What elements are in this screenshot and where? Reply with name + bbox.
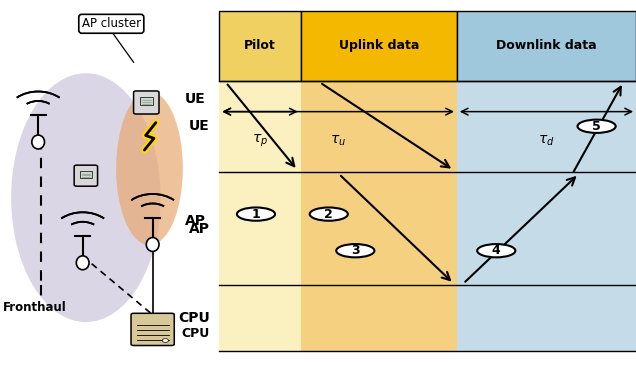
Text: 2: 2 (324, 208, 333, 221)
Circle shape (162, 339, 169, 342)
Ellipse shape (310, 208, 348, 221)
Bar (80, 171, 92, 178)
Ellipse shape (116, 92, 183, 245)
Bar (301, 11, 457, 81)
Text: $\tau_p$: $\tau_p$ (252, 133, 268, 149)
FancyBboxPatch shape (131, 313, 174, 346)
Text: Uplink data: Uplink data (338, 39, 419, 52)
Ellipse shape (336, 244, 375, 257)
Text: $\tau_u$: $\tau_u$ (330, 134, 346, 148)
Ellipse shape (146, 238, 159, 251)
Ellipse shape (32, 135, 45, 149)
Text: 3: 3 (351, 244, 359, 257)
Text: Pilot: Pilot (244, 39, 276, 52)
Text: CPU: CPU (178, 311, 210, 325)
Text: 1: 1 (252, 208, 260, 221)
Bar (301, 11, 457, 351)
Ellipse shape (237, 208, 275, 221)
Text: AP: AP (184, 214, 205, 228)
Text: $\tau_d$: $\tau_d$ (538, 134, 555, 148)
Bar (219, 11, 301, 81)
Text: AP cluster: AP cluster (82, 17, 141, 30)
Bar (457, 11, 636, 81)
Text: AP: AP (189, 222, 210, 236)
Ellipse shape (76, 256, 89, 270)
Text: CPU: CPU (181, 326, 209, 340)
Text: 5: 5 (592, 120, 601, 133)
Ellipse shape (477, 244, 515, 257)
Text: Fronthaul: Fronthaul (3, 301, 67, 314)
Bar (140, 97, 153, 105)
FancyBboxPatch shape (74, 165, 97, 186)
Text: UE: UE (189, 119, 210, 133)
Bar (219, 11, 301, 351)
Ellipse shape (577, 120, 616, 133)
FancyBboxPatch shape (134, 91, 159, 114)
Text: UE: UE (184, 92, 205, 106)
Bar (457, 11, 636, 351)
Text: 4: 4 (492, 244, 501, 257)
Ellipse shape (11, 73, 160, 322)
Text: Downlink data: Downlink data (496, 39, 597, 52)
